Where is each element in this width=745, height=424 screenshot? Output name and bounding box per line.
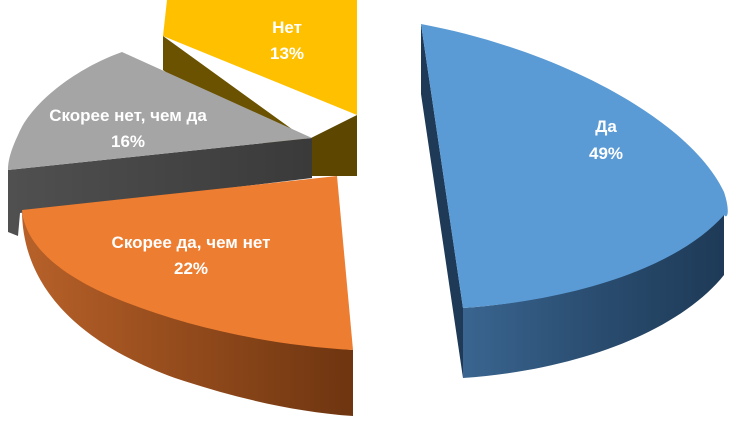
slice-skoree-da-value: 22% — [174, 259, 208, 278]
slice-net-top — [163, 0, 357, 115]
slice-da-side — [463, 205, 724, 378]
slice-skoree-net-label: Скорее нет, чем да — [49, 106, 207, 125]
slice-skoree-net-top — [8, 52, 312, 170]
slice-net-value: 13% — [270, 44, 304, 63]
slice-da: Да 49% — [421, 24, 728, 378]
slice-skoree-da-label: Скорее да, чем нет — [112, 233, 271, 252]
slice-skoree-da-side — [22, 210, 353, 416]
slice-da-top — [421, 24, 728, 308]
slice-net-label: Нет — [272, 18, 302, 37]
slice-skoree-net: Скорее нет, чем да 16% — [8, 52, 312, 236]
slice-da-label: Да — [595, 117, 617, 136]
slice-skoree-net-value: 16% — [111, 132, 145, 151]
slice-da-value: 49% — [589, 144, 623, 163]
slice-net-side-right — [307, 115, 357, 176]
slice-skoree-da: Скорее да, чем нет 22% — [22, 176, 353, 416]
slice-skoree-da-top — [22, 176, 353, 350]
slice-da-side-inner — [421, 24, 463, 378]
slice-skoree-net-side — [8, 138, 312, 236]
